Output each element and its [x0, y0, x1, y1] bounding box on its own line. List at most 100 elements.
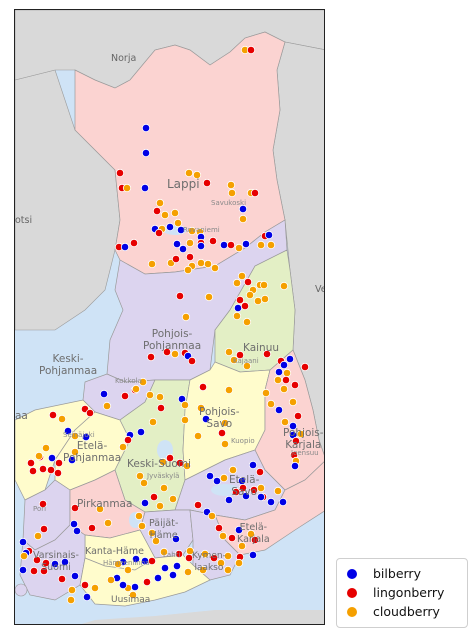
observation-point — [120, 242, 130, 252]
observation-point — [238, 483, 248, 493]
observation-point — [233, 303, 243, 313]
observation-point — [278, 497, 288, 507]
observation-point — [39, 524, 49, 534]
observation-point — [274, 367, 284, 377]
observation-point — [229, 355, 239, 365]
lake — [211, 484, 239, 496]
observation-point — [70, 431, 80, 441]
place-label-jyvaskyla: Jyväskylä — [147, 472, 180, 480]
observation-point — [220, 418, 230, 428]
observation-point — [172, 561, 182, 571]
region-label-pohjois-pohjanmaa: Pohjois- Pohjanmaa — [143, 328, 202, 352]
observation-point — [202, 178, 212, 188]
observation-point — [128, 590, 138, 600]
observation-point — [176, 225, 186, 235]
observation-point — [214, 523, 224, 533]
observation-point — [217, 428, 227, 438]
observation-point — [238, 214, 248, 224]
observation-point — [175, 458, 185, 468]
observation-point — [85, 408, 95, 418]
observation-point — [226, 240, 236, 250]
observation-point — [103, 518, 113, 528]
observation-point — [293, 411, 303, 421]
observation-point — [282, 368, 292, 378]
observation-point — [256, 483, 266, 493]
observation-point — [41, 443, 51, 453]
place-label-kuopio: Kuopio — [231, 437, 255, 445]
region-label-etela-pohjanmaa: Etelä- Pohjanmaa — [63, 440, 122, 464]
observation-point — [81, 432, 91, 442]
place-label-lahti: Lahti — [163, 551, 181, 559]
observation-point — [262, 349, 272, 359]
observation-point — [234, 243, 244, 253]
map-frame[interactable]: Norja otsi Ve Lappi Pohjois- Pohjanmaa K… — [14, 9, 325, 625]
observation-point — [208, 236, 218, 246]
observation-point — [171, 254, 181, 264]
observation-point — [227, 533, 237, 543]
region-label-uusimaa: Uusimaa — [111, 595, 151, 605]
observation-point — [67, 585, 77, 595]
observation-point — [209, 553, 219, 563]
legend-item-cloudberry[interactable]: cloudberry — [347, 602, 467, 621]
observation-point — [243, 277, 253, 287]
finland-map — [15, 10, 324, 624]
observation-point — [120, 391, 130, 401]
observation-point — [266, 399, 276, 409]
country-label-russia: Ve — [315, 284, 324, 295]
observation-point — [227, 188, 237, 198]
observation-point — [228, 465, 238, 475]
observation-point — [207, 511, 217, 521]
observation-point — [136, 427, 146, 437]
observation-point — [266, 240, 276, 250]
observation-point — [234, 525, 244, 535]
aland-island — [15, 583, 28, 597]
observation-point — [146, 352, 156, 362]
observation-point — [219, 473, 229, 483]
observation-point — [174, 549, 184, 559]
observation-point — [149, 492, 159, 502]
observation-point — [216, 558, 226, 568]
observation-point — [291, 436, 301, 446]
observation-point — [70, 503, 80, 513]
observation-point — [29, 566, 39, 576]
observation-point — [234, 558, 244, 568]
observation-point — [300, 362, 310, 372]
observation-point — [148, 417, 158, 427]
observation-point — [158, 457, 168, 467]
observation-point — [250, 188, 260, 198]
observation-point — [155, 501, 165, 511]
observation-point — [193, 431, 203, 441]
legend-label: bilberry — [373, 566, 421, 581]
observation-point — [70, 571, 80, 581]
legend-item-bilberry[interactable]: bilberry — [347, 564, 467, 583]
observation-point — [260, 294, 270, 304]
observation-point — [80, 580, 90, 590]
region-label-varsinais-suomi: Varsinais- Suomi — [33, 550, 79, 573]
observation-point — [180, 415, 190, 425]
legend-item-lingonberry[interactable]: lingonberry — [347, 583, 467, 602]
observation-point — [187, 226, 197, 236]
observation-point — [141, 123, 151, 133]
observation-point — [241, 491, 251, 501]
observation-point — [53, 468, 63, 478]
observation-point — [232, 278, 242, 288]
observation-point — [67, 455, 77, 465]
observation-point — [296, 429, 306, 439]
observation-point — [159, 547, 169, 557]
observation-point — [32, 555, 42, 565]
observation-point — [241, 239, 251, 249]
observation-point — [39, 566, 49, 576]
estonia-land — [81, 610, 324, 624]
bilberry-marker-icon — [347, 568, 357, 579]
observation-point — [185, 252, 195, 262]
observation-point — [248, 550, 258, 560]
observation-point — [224, 347, 234, 357]
observation-point — [212, 476, 222, 486]
observation-point — [242, 361, 252, 371]
region-label-paijat-hame: Päijät- Häme — [149, 518, 179, 541]
observation-point — [245, 290, 255, 300]
observation-point — [175, 291, 185, 301]
observation-point — [54, 458, 64, 468]
observation-point — [184, 553, 194, 563]
observation-point — [290, 380, 300, 390]
